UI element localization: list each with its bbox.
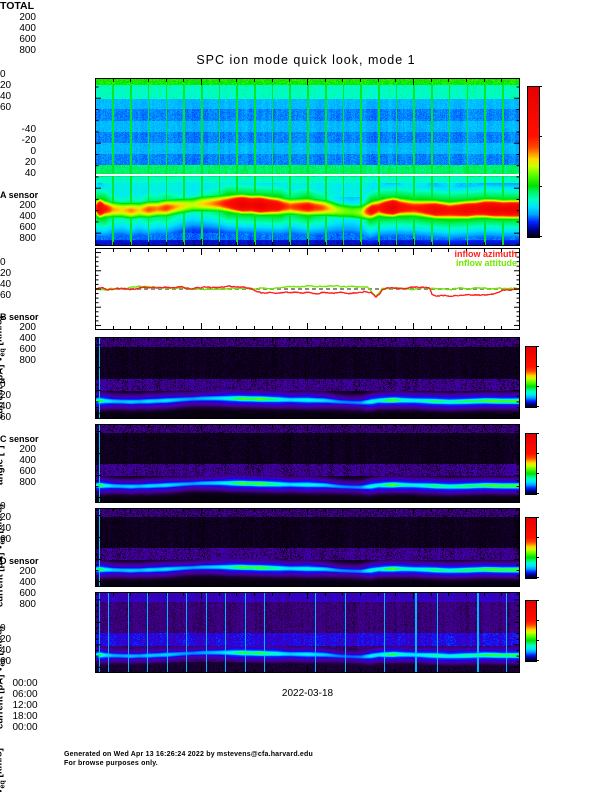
- panel-label-d-sensor: D sensor: [0, 556, 39, 566]
- xtick-label: 12:00: [12, 700, 38, 711]
- c-sensor-spectrogram-canvas: [95, 508, 520, 587]
- ytick-label: 600: [19, 466, 36, 477]
- colorbar-tick-label: 60: [0, 534, 12, 545]
- ytick-label: 800: [19, 599, 36, 610]
- colorbar-tick: [536, 536, 539, 538]
- plot-title: SPC ion mode quick look, mode 1: [196, 53, 416, 67]
- ytick-label: 0: [30, 146, 36, 157]
- colorbar-tick: [536, 345, 539, 347]
- plot-root: TOTAL200400600800veq [km/s]0204060curren…: [0, 0, 542, 792]
- colorbar-tick-label: 20: [0, 512, 12, 523]
- colorbar-total: [527, 86, 540, 238]
- colorbar-tick: [536, 405, 539, 407]
- colorbar-tick-label: 40: [0, 523, 12, 534]
- colorbar-tick: [536, 659, 539, 661]
- ytick-label: 200: [19, 200, 36, 211]
- colorbar-tick-label: 40: [0, 401, 12, 412]
- ytick-label: 600: [19, 588, 36, 599]
- xtick-label: 06:00: [12, 689, 38, 700]
- ytick-label: 400: [19, 333, 36, 344]
- colorbar-tick: [536, 385, 539, 387]
- panel-label-total: TOTAL: [0, 0, 35, 12]
- legend-inflow-attitude: inflow attitude: [456, 258, 517, 268]
- ytick-label: 20: [24, 157, 36, 168]
- colorbar-tick-label: 20: [0, 268, 12, 279]
- ytick-label: 800: [19, 45, 36, 56]
- colorbar-tick-label: 60: [0, 102, 12, 113]
- colorbar-tick: [536, 599, 539, 601]
- xtick-label: 00:00: [12, 678, 38, 689]
- ytick-label: 400: [19, 455, 36, 466]
- colorbar-d-sensor: [525, 600, 537, 662]
- ytick-label: 40: [24, 168, 36, 179]
- colorbar-tick-label: 60: [0, 656, 12, 667]
- colorbar-tick: [536, 492, 539, 494]
- colorbar-tick-label: 0: [0, 501, 6, 512]
- ytick-label: 400: [19, 211, 36, 222]
- ytick-label: -20: [21, 135, 36, 146]
- colorbar-tick: [536, 365, 539, 367]
- colorbar-tick: [536, 432, 539, 434]
- colorbar-tick: [536, 639, 539, 641]
- colorbar-tick-label: 20: [0, 80, 12, 91]
- colorbar-tick: [536, 576, 539, 578]
- colorbar-tick-label: 0: [0, 623, 6, 634]
- colorbar-a-sensor: [525, 346, 537, 408]
- colorbar-tick: [539, 85, 542, 87]
- d-sensor-spectrogram-canvas: [95, 592, 520, 673]
- ytick-label: 600: [19, 344, 36, 355]
- colorbar-tick-label: 20: [0, 634, 12, 645]
- ytick-label: 800: [19, 355, 36, 366]
- legend-inflow-azimuth: inflow azimuth: [454, 249, 518, 259]
- colorbar-tick-label: 0: [0, 379, 6, 390]
- colorbar-tick: [536, 452, 539, 454]
- colorbar-tick: [536, 516, 539, 518]
- ytick-label: 800: [19, 477, 36, 488]
- colorbar-c-sensor: [525, 517, 537, 579]
- colorbar-tick-label: 60: [0, 412, 12, 423]
- colorbar-tick: [536, 619, 539, 621]
- colorbar-tick: [539, 185, 542, 187]
- a-sensor-spectrogram-canvas: [95, 337, 520, 419]
- ytick-label: 600: [19, 222, 36, 233]
- inflow-angle-plot-canvas: [95, 248, 520, 330]
- footer-generated-line: Generated on Wed Apr 13 16:26:24 2022 by…: [64, 751, 313, 758]
- colorbar-axis-label: current [pA]: [0, 361, 6, 792]
- colorbar-tick: [536, 472, 539, 474]
- colorbar-tick-label: 60: [0, 290, 12, 301]
- xtick-label: 18:00: [12, 711, 38, 722]
- panel-label-b-sensor: B sensor: [0, 312, 39, 322]
- x-axis-date-label: 2022-03-18: [281, 688, 334, 699]
- colorbar-tick: [539, 135, 542, 137]
- ytick-label: 400: [19, 577, 36, 588]
- ytick-label: 200: [19, 566, 36, 577]
- colorbar-tick: [536, 556, 539, 558]
- b-sensor-spectrogram-canvas: [95, 424, 520, 503]
- footer-browse-line: For browse purposes only.: [64, 759, 158, 767]
- panel-label-c-sensor: C sensor: [0, 434, 39, 444]
- panel-label-a-sensor: A sensor: [0, 190, 39, 200]
- xtick-label: 00:00: [12, 722, 38, 733]
- ytick-label: 200: [19, 322, 36, 333]
- ytick-label: 200: [19, 12, 36, 23]
- colorbar-tick-label: 20: [0, 390, 12, 401]
- ytick-label: 400: [19, 23, 36, 34]
- colorbar-tick-label: 40: [0, 645, 12, 656]
- colorbar-b-sensor: [525, 433, 537, 495]
- colorbar-tick-label: 40: [0, 279, 12, 290]
- colorbar-tick-label: 0: [0, 69, 6, 80]
- ytick-label: 200: [19, 444, 36, 455]
- ytick-label: 800: [19, 233, 36, 244]
- ytick-label: -40: [21, 124, 36, 135]
- ytick-label: 600: [19, 34, 36, 45]
- colorbar-tick-label: 40: [0, 91, 12, 102]
- colorbar-tick-label: 0: [0, 257, 6, 268]
- colorbar-tick: [539, 235, 542, 237]
- total-spectrogram-canvas: [95, 78, 520, 246]
